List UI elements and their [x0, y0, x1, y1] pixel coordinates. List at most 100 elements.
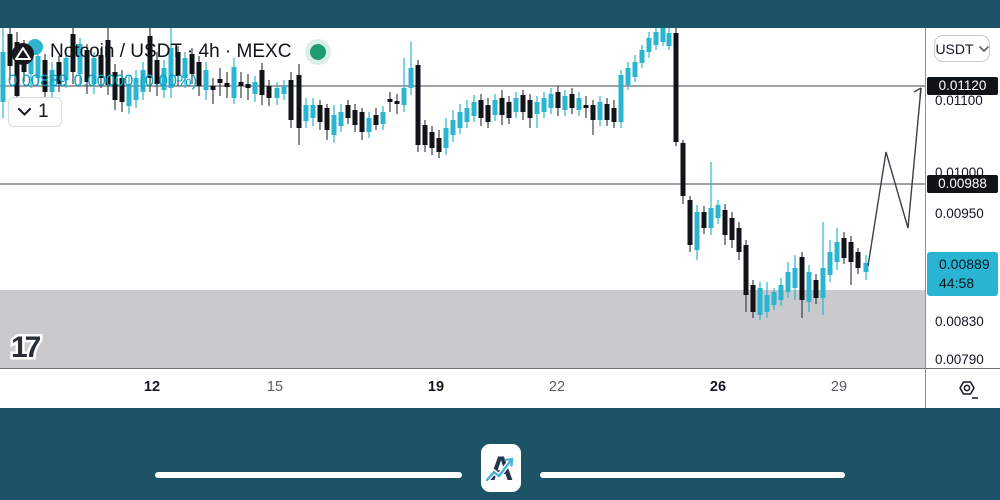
market-status-dot[interactable]	[304, 38, 332, 66]
notcoin-logo-icon	[12, 43, 34, 65]
candle	[1, 28, 6, 118]
price-tick-label: 0.00790	[935, 352, 997, 367]
banner-divider-right	[540, 472, 845, 478]
axis-separator-line	[925, 28, 926, 408]
candle	[472, 95, 477, 122]
bar-countdown: 44:58	[939, 274, 998, 293]
candle	[311, 98, 316, 126]
candle	[667, 28, 672, 50]
tradingview-watermark-logo[interactable]: 17	[11, 331, 41, 364]
candle	[612, 100, 617, 128]
candle	[360, 108, 365, 140]
candle	[535, 96, 540, 128]
candle	[598, 96, 603, 126]
price-tick-label: 0.00830	[935, 314, 997, 329]
time-tick-label: 26	[710, 379, 726, 395]
candle	[304, 98, 309, 128]
candle	[297, 64, 302, 145]
candle	[479, 94, 484, 126]
currency-dropdown-button[interactable]: USDT	[934, 35, 990, 62]
candle	[842, 232, 847, 264]
trend-arrow-icon	[481, 444, 521, 492]
price-level-badge: 0.01120	[927, 77, 998, 95]
currency-label: USDT	[935, 41, 973, 57]
banner-divider-left	[155, 472, 462, 478]
top-status-band	[0, 0, 1000, 28]
last-price-value: 0.00889	[939, 255, 998, 274]
candle	[514, 92, 519, 118]
candle	[591, 100, 596, 135]
candle	[856, 248, 861, 274]
symbol-row[interactable]: Notcoin / USDT · 4h · MEXC	[8, 36, 291, 68]
trend-arrow-drawing[interactable]	[868, 88, 921, 266]
svg-text:17: 17	[11, 331, 41, 364]
status-dot-icon	[310, 44, 326, 60]
chevron-down-icon	[18, 108, 31, 116]
candle	[332, 105, 337, 143]
candle	[570, 88, 575, 114]
candle	[654, 28, 659, 50]
chevron-down-icon	[979, 46, 989, 52]
candle	[500, 90, 505, 125]
price-axis[interactable]: USDT 0.011000.010000.009500.008300.00790…	[925, 28, 1000, 408]
candle	[409, 42, 414, 95]
candle	[318, 100, 323, 130]
candle	[493, 94, 498, 121]
candle	[388, 92, 393, 112]
time-tick-label: 29	[831, 379, 847, 395]
interval-dropdown-button[interactable]: 1	[8, 97, 62, 127]
candle	[619, 70, 624, 128]
gear-icon[interactable]	[926, 369, 1000, 409]
candle	[758, 282, 763, 320]
candle	[423, 120, 428, 152]
candle	[507, 96, 512, 124]
change-pct-text: (0.00%)	[139, 72, 197, 90]
time-tick-label: 12	[144, 379, 160, 395]
last-price-text: 0.00889	[8, 72, 68, 90]
candle	[849, 236, 854, 285]
candle	[451, 110, 456, 142]
candle	[325, 104, 330, 140]
candle	[437, 130, 442, 158]
candle	[695, 205, 700, 260]
price-level-badge: 0.00988	[927, 175, 998, 193]
candle	[521, 90, 526, 120]
symbol-title[interactable]: Notcoin / USDT · 4h · MEXC	[50, 41, 291, 63]
candle	[542, 92, 547, 118]
symbol-logos	[8, 37, 46, 67]
candle	[674, 28, 679, 146]
candle	[346, 100, 351, 124]
candle	[444, 118, 449, 155]
candle	[465, 100, 470, 128]
candle	[681, 140, 686, 204]
time-tick-label: 22	[549, 379, 565, 395]
last-price-badge: 0.00889 44:58	[927, 252, 998, 296]
candle	[339, 104, 344, 132]
price-tick-label: 0.00950	[935, 206, 997, 221]
time-tick-label: 19	[428, 379, 444, 395]
candle	[647, 32, 652, 58]
candle	[730, 212, 735, 248]
candle	[577, 92, 582, 116]
candle	[633, 55, 638, 82]
candle	[737, 222, 742, 260]
candle	[549, 88, 554, 114]
chart-header: Notcoin / USDT · 4h · MEXC 0.008890.0000…	[8, 36, 291, 127]
candle	[716, 200, 721, 224]
candle	[381, 106, 386, 130]
candle	[458, 104, 463, 134]
trading-chart-app: 17 Notcoin / USDT · 4h · MEXC 0.008890.0…	[0, 0, 1000, 500]
candle	[556, 86, 561, 116]
candle	[353, 104, 358, 132]
candle	[605, 98, 610, 126]
candle	[563, 90, 568, 116]
candle	[709, 162, 714, 235]
candle	[584, 96, 589, 118]
candle	[688, 196, 693, 252]
time-tick-label: 15	[267, 379, 283, 395]
time-axis[interactable]: 12 15 19 22 26 29	[0, 368, 925, 408]
candle	[640, 45, 645, 68]
lower-gray-zone	[0, 290, 925, 368]
candle	[702, 206, 707, 234]
candle	[402, 58, 407, 112]
